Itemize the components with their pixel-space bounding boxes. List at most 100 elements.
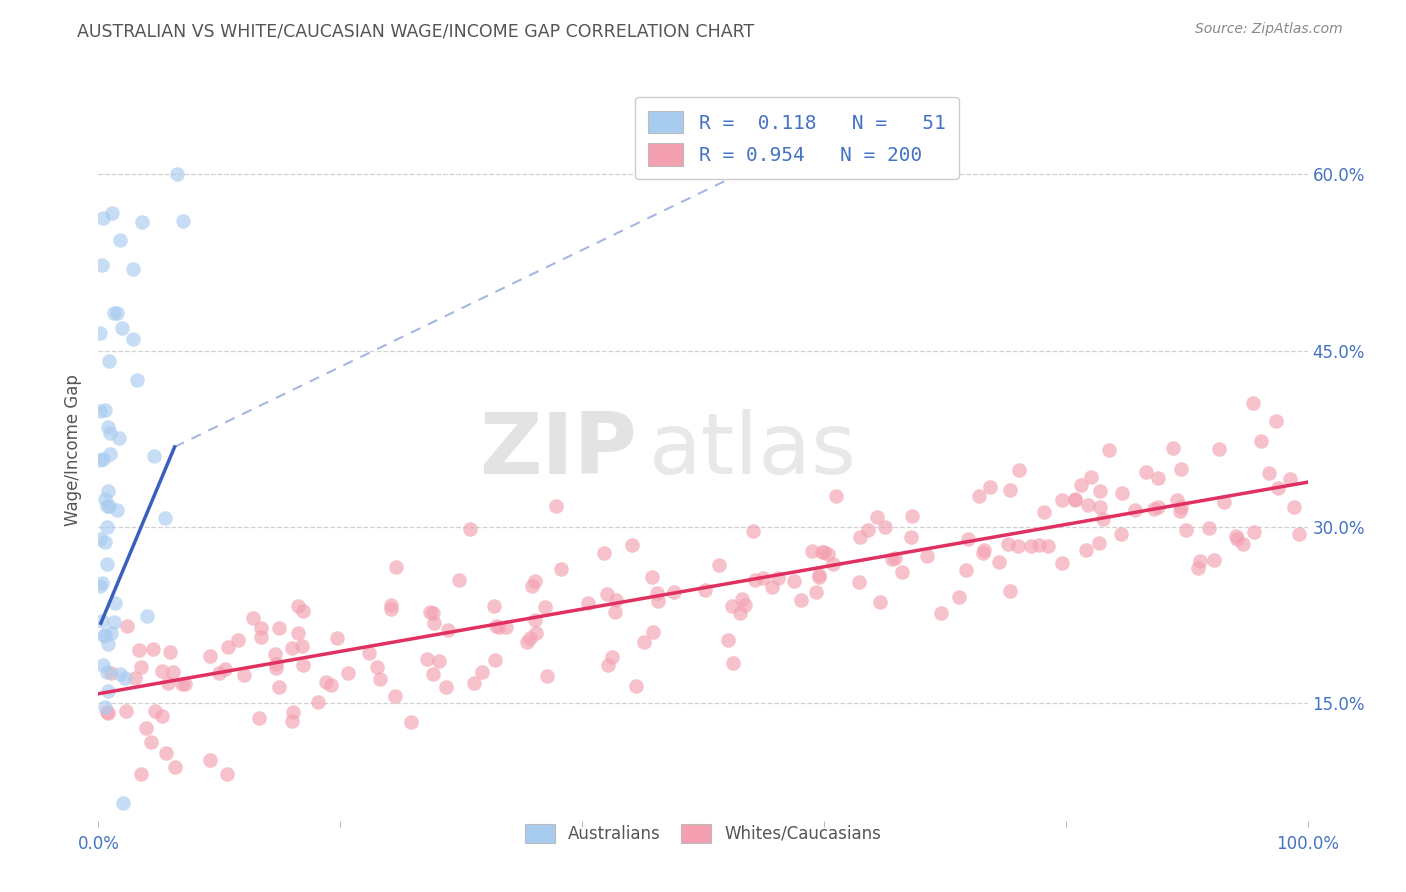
Point (447, 574, 470, 588)
Point (1064, 493, 1087, 508)
Text: Source: ZipAtlas.com: Source: ZipAtlas.com (1195, 22, 1343, 37)
Point (173, 677, 195, 691)
Point (315, 674, 337, 689)
Point (997, 537, 1019, 551)
Point (603, 605, 626, 619)
Point (1267, 481, 1289, 495)
Point (900, 509, 922, 524)
Point (108, 667, 131, 681)
Point (336, 666, 359, 681)
Point (873, 520, 896, 534)
Point (1168, 504, 1191, 518)
Point (89, 453, 111, 467)
Point (321, 678, 343, 692)
Point (1175, 523, 1198, 537)
Point (734, 598, 756, 612)
Point (744, 573, 766, 587)
Point (1088, 483, 1111, 498)
Point (882, 551, 904, 566)
Point (281, 641, 304, 656)
Point (131, 660, 153, 674)
Point (207, 666, 229, 681)
Point (766, 570, 789, 584)
Point (761, 581, 783, 595)
Point (1088, 500, 1111, 515)
Point (641, 569, 664, 583)
Point (97, 354, 120, 368)
Point (283, 705, 305, 719)
Point (242, 611, 264, 625)
Point (264, 661, 287, 675)
Point (141, 642, 163, 657)
Point (1091, 512, 1114, 526)
Point (281, 714, 304, 728)
Point (100, 626, 122, 640)
Legend: Australians, Whites/Caucasians: Australians, Whites/Caucasians (515, 814, 891, 853)
Point (1080, 470, 1102, 484)
Point (114, 671, 136, 685)
Point (104, 596, 127, 610)
Point (287, 626, 309, 640)
Point (782, 574, 804, 588)
Point (752, 571, 775, 585)
Point (105, 503, 128, 517)
Point (536, 669, 558, 683)
Point (848, 530, 870, 544)
Point (233, 667, 256, 681)
Point (1142, 501, 1164, 516)
Point (593, 546, 616, 560)
Point (91, 452, 114, 467)
Point (1288, 527, 1310, 541)
Point (97, 483, 120, 498)
Point (1202, 553, 1225, 567)
Point (823, 558, 845, 572)
Point (1008, 463, 1031, 477)
Point (884, 551, 907, 566)
Text: AUSTRALIAN VS WHITE/CAUCASIAN WAGE/INCOME GAP CORRELATION CHART: AUSTRALIAN VS WHITE/CAUCASIAN WAGE/INCOM… (77, 22, 755, 40)
Point (1258, 466, 1281, 480)
Point (326, 631, 349, 645)
Point (596, 657, 619, 672)
Point (291, 640, 314, 654)
Point (217, 640, 239, 654)
Point (520, 579, 543, 593)
Point (742, 524, 765, 539)
Point (695, 582, 717, 597)
Point (1147, 470, 1170, 484)
Point (380, 602, 402, 616)
Point (1170, 500, 1192, 515)
Point (93, 629, 115, 643)
Point (488, 620, 510, 634)
Point (96, 520, 118, 534)
Point (1225, 529, 1247, 543)
Point (1050, 556, 1073, 570)
Point (419, 605, 441, 619)
Point (647, 586, 669, 600)
Point (1098, 443, 1121, 458)
Point (1282, 500, 1305, 514)
Point (166, 167, 188, 181)
Point (731, 591, 754, 606)
Point (97, 420, 120, 434)
Point (97, 637, 120, 651)
Point (131, 215, 153, 229)
Point (717, 632, 740, 647)
Point (162, 665, 184, 679)
Point (247, 711, 270, 725)
Point (368, 672, 391, 686)
Point (117, 618, 139, 632)
Point (578, 596, 600, 610)
Point (100, 206, 122, 220)
Point (972, 546, 994, 560)
Point (1264, 414, 1286, 428)
Point (600, 650, 623, 665)
Point (422, 606, 444, 620)
Point (150, 665, 173, 679)
Point (534, 600, 557, 615)
Point (948, 591, 970, 605)
Point (728, 606, 751, 620)
Point (998, 584, 1021, 599)
Point (633, 635, 655, 649)
Point (1087, 536, 1109, 550)
Point (824, 489, 846, 503)
